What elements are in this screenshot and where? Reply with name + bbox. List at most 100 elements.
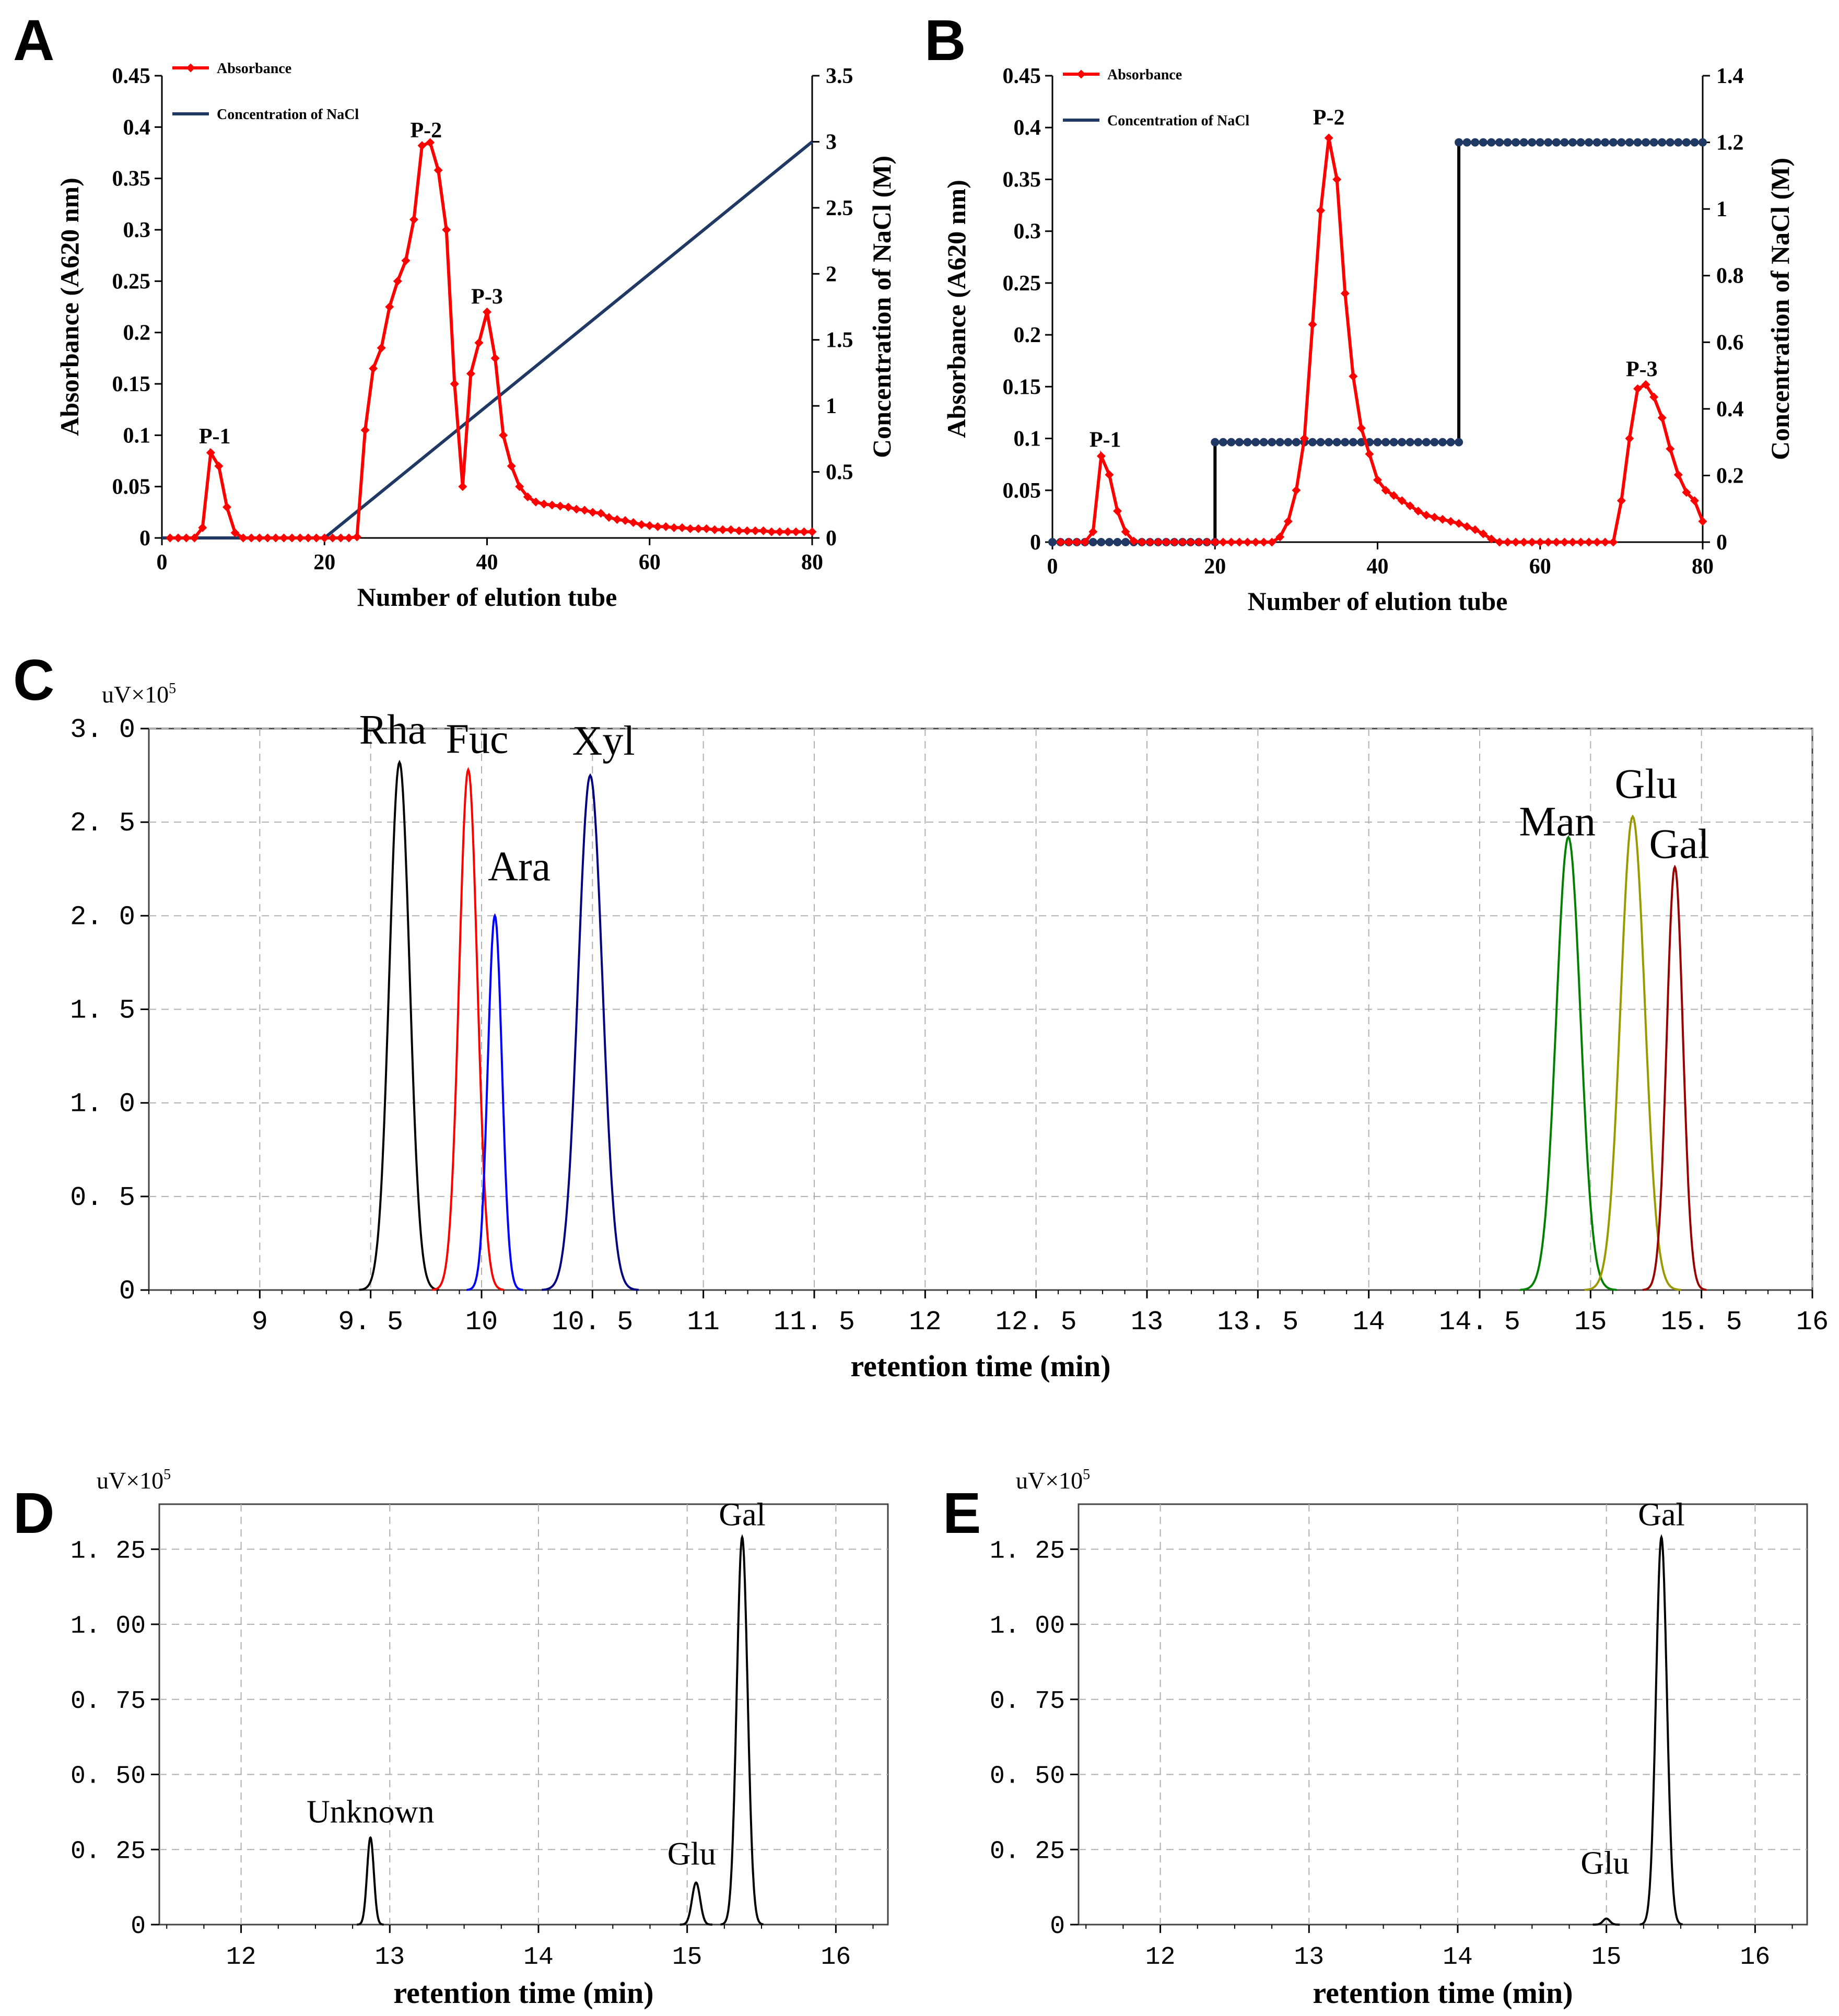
absorbance-point bbox=[580, 506, 589, 515]
peak-name-label: Glu bbox=[1580, 1845, 1629, 1881]
nacl-point bbox=[1649, 138, 1658, 147]
absorbance-point bbox=[1438, 514, 1447, 524]
absorbance-point bbox=[1162, 537, 1171, 547]
peak-name-label: Gal bbox=[1649, 821, 1709, 867]
nacl-point bbox=[1414, 438, 1423, 447]
plot-frame bbox=[1077, 1503, 1808, 1926]
nacl-point bbox=[1292, 438, 1301, 447]
absorbance-point bbox=[385, 302, 394, 311]
absorbance-point bbox=[1479, 529, 1488, 538]
absorbance-point bbox=[353, 532, 361, 542]
x-tick-label: 15 bbox=[1591, 1943, 1622, 1972]
nacl-point bbox=[1446, 438, 1455, 447]
absorbance-point bbox=[620, 516, 630, 525]
y-tick-label: 0. 75 bbox=[71, 1687, 146, 1716]
absorbance-point bbox=[1405, 501, 1415, 511]
absorbance-point bbox=[710, 525, 719, 534]
absorbance-point bbox=[661, 522, 671, 531]
nacl-point bbox=[1325, 438, 1333, 447]
absorbance-point bbox=[629, 518, 638, 527]
nacl-point bbox=[1422, 438, 1431, 447]
x-tick-label: 60 bbox=[639, 550, 661, 575]
absorbance-point bbox=[751, 526, 760, 535]
y-tick-label: 0.4 bbox=[1014, 116, 1041, 140]
legend-label-nacl: Concentration of NaCl bbox=[217, 107, 359, 123]
absorbance-point bbox=[1292, 486, 1301, 495]
panel-e-chart: EuV×105 12 13 14 15 16 0 0. 25 0. 50 0. 75 1. 00 1.… bbox=[943, 1467, 1808, 2010]
absorbance-point bbox=[1072, 537, 1082, 547]
absorbance-point bbox=[1226, 537, 1236, 547]
unit-label: uV×105 bbox=[1016, 1467, 1090, 1494]
y-tick-label: 0.2 bbox=[123, 321, 151, 345]
absorbance-point bbox=[1283, 517, 1293, 526]
absorbance-point bbox=[1698, 517, 1707, 526]
absorbance-point bbox=[1454, 519, 1463, 528]
nacl-point bbox=[1625, 138, 1634, 147]
nacl-point bbox=[1211, 438, 1220, 447]
nacl-point bbox=[1666, 138, 1674, 147]
absorbance-point bbox=[230, 528, 240, 537]
peak-trace-fuc bbox=[431, 767, 504, 1291]
y2-tick-label: 2.5 bbox=[826, 196, 853, 220]
absorbance-point bbox=[401, 256, 411, 265]
absorbance-point bbox=[1519, 537, 1529, 547]
y-tick-label: 0.15 bbox=[1003, 375, 1041, 399]
nacl-point bbox=[1495, 138, 1504, 147]
absorbance-point bbox=[653, 522, 662, 531]
x-tick-label: 20 bbox=[313, 550, 335, 575]
y-tick-label: 0.05 bbox=[1003, 479, 1041, 503]
nacl-point bbox=[1609, 138, 1618, 147]
absorbance-point bbox=[377, 343, 386, 353]
nacl-point bbox=[1601, 138, 1610, 147]
absorbance-point bbox=[1259, 537, 1269, 547]
x-tick-label: 80 bbox=[1692, 555, 1714, 579]
absorbance-point bbox=[1356, 424, 1366, 433]
peak-label: P-3 bbox=[471, 285, 503, 309]
absorbance-point bbox=[1446, 517, 1456, 526]
absorbance-point bbox=[1064, 537, 1073, 547]
absorbance-point bbox=[1308, 320, 1317, 329]
x-tick-label: 13. 5 bbox=[1217, 1307, 1298, 1338]
absorbance-point bbox=[645, 521, 654, 530]
x-tick-label: 12 bbox=[226, 1943, 256, 1972]
absorbance-point bbox=[1129, 536, 1139, 546]
nacl-point bbox=[1633, 138, 1642, 147]
y-tick-label: 0 bbox=[1050, 1913, 1065, 1941]
absorbance-point bbox=[1430, 512, 1439, 522]
x-tick-label: 13 bbox=[374, 1943, 405, 1972]
y-tick-label: 0.2 bbox=[1014, 323, 1041, 347]
panel-label: A bbox=[13, 8, 54, 73]
panel-d-chart: DuV×105 12 13 14 15 16 0 0. 25 0. 50 0. 75 1. 00 1.… bbox=[13, 1467, 889, 2010]
absorbance-point bbox=[303, 533, 313, 543]
panel-label: E bbox=[943, 1481, 981, 1545]
nacl-point bbox=[1455, 138, 1463, 147]
y2-tick-label: 0.5 bbox=[826, 461, 853, 485]
y-tick-label: 0.25 bbox=[112, 269, 151, 294]
nacl-point bbox=[1121, 538, 1130, 546]
absorbance-point bbox=[547, 500, 557, 510]
absorbance-point bbox=[1389, 491, 1399, 500]
peak-trace-xyl bbox=[542, 773, 639, 1291]
absorbance-point bbox=[344, 533, 354, 543]
absorbance-point bbox=[426, 138, 435, 147]
absorbance-point bbox=[1495, 537, 1504, 547]
absorbance-point bbox=[1462, 522, 1472, 531]
absorbance-point bbox=[1543, 537, 1553, 547]
nacl-point bbox=[1357, 438, 1366, 447]
nacl-point bbox=[1227, 438, 1236, 447]
absorbance-point bbox=[458, 482, 467, 491]
y-tick-label: 0.3 bbox=[123, 218, 151, 242]
absorbance-point bbox=[1243, 537, 1252, 547]
x-tick-label: 10 bbox=[465, 1307, 498, 1338]
absorbance-point bbox=[1576, 537, 1586, 547]
y-tick-label: 0. 25 bbox=[990, 1837, 1065, 1866]
absorbance-point bbox=[312, 533, 321, 543]
y-tick-label: 0.3 bbox=[1014, 220, 1041, 244]
nacl-point bbox=[1462, 138, 1471, 147]
absorbance-point bbox=[1105, 470, 1114, 479]
absorbance-point bbox=[1251, 537, 1260, 547]
absorbance-point bbox=[1219, 537, 1228, 547]
nacl-point bbox=[1503, 138, 1512, 147]
x-axis-title: Number of elution tube bbox=[357, 582, 617, 612]
absorbance-point bbox=[1503, 537, 1512, 547]
